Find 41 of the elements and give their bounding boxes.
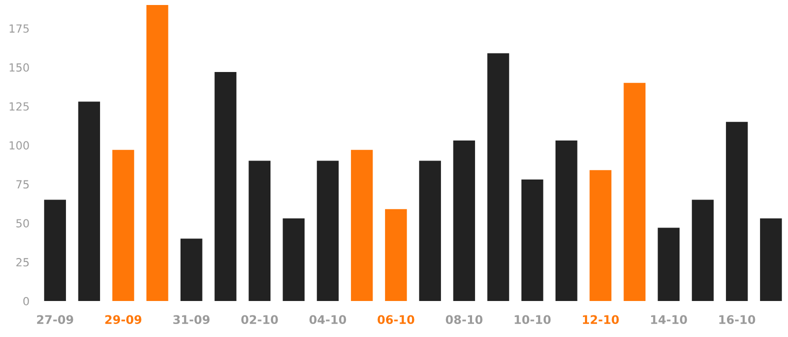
bar xyxy=(453,140,476,301)
bar xyxy=(350,150,373,301)
x-tick-label: 02-10 xyxy=(241,315,278,324)
bar xyxy=(248,160,270,301)
bar xyxy=(590,170,612,301)
y-tick-label: 125 xyxy=(10,102,29,111)
bar xyxy=(78,102,100,301)
y-tick-label: 175 xyxy=(10,24,29,33)
bar xyxy=(316,160,339,301)
bar xyxy=(556,140,578,301)
bar xyxy=(44,200,66,301)
bar xyxy=(385,209,407,301)
x-tick-label: 27-09 xyxy=(37,315,74,324)
bar xyxy=(419,160,441,301)
x-tick-label: 31-09 xyxy=(173,315,210,324)
x-tick-label: 29-09 xyxy=(105,315,142,324)
y-tick-label: 0 xyxy=(23,296,29,306)
bar xyxy=(282,218,305,301)
bar xyxy=(760,218,782,301)
y-tick-label: 50 xyxy=(16,219,29,228)
x-tick-label: 14-10 xyxy=(651,315,687,324)
y-tick-label: 25 xyxy=(16,258,29,266)
bar xyxy=(214,72,236,301)
bar xyxy=(487,53,510,301)
bar xyxy=(180,238,202,301)
x-tick-label: 04-10 xyxy=(309,315,346,324)
bar xyxy=(692,200,714,301)
bar xyxy=(726,122,748,301)
y-tick-label: 75 xyxy=(16,180,29,189)
bar xyxy=(624,82,646,301)
x-tick-label: 16-10 xyxy=(719,315,756,324)
x-tick-label: 08-10 xyxy=(446,315,482,324)
y-tick-label: 150 xyxy=(10,63,29,72)
x-tick-label: 12-10 xyxy=(582,315,619,324)
x-tick-label: 06-10 xyxy=(378,315,414,324)
x-tick-label: 10-10 xyxy=(514,315,551,324)
bar xyxy=(658,228,680,301)
bar xyxy=(146,5,168,301)
y-tick-label: 100 xyxy=(10,141,29,150)
bar xyxy=(521,179,544,301)
bar xyxy=(112,150,134,301)
